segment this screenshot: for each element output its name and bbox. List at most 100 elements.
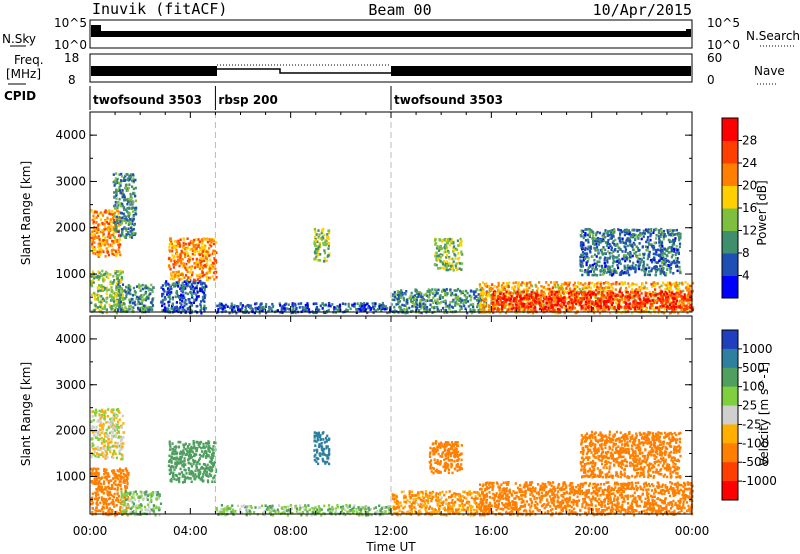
range-cell	[128, 218, 131, 221]
range-cell	[649, 306, 652, 309]
range-cell	[355, 308, 358, 311]
range-cell	[99, 253, 102, 256]
range-cell	[175, 301, 178, 304]
range-cell	[113, 211, 116, 215]
range-cell	[673, 247, 676, 251]
range-cell	[606, 234, 609, 237]
range-cell	[302, 306, 305, 310]
range-cell	[584, 307, 587, 311]
range-cell	[646, 248, 649, 252]
range-cell	[646, 287, 649, 290]
range-cell	[497, 297, 500, 301]
range-cell	[116, 209, 119, 213]
range-cell	[606, 259, 609, 262]
range-cell	[622, 271, 625, 274]
range-cell	[602, 273, 605, 276]
range-cell	[662, 304, 665, 308]
range-cell	[404, 292, 407, 296]
range-cell	[400, 289, 403, 292]
range-cell	[647, 255, 650, 258]
range-cell	[642, 235, 645, 238]
range-cell	[116, 177, 119, 181]
range-cell	[603, 307, 606, 311]
range-cell	[283, 304, 286, 307]
range-cell	[147, 295, 150, 298]
range-cell	[640, 258, 643, 261]
range-cell	[613, 231, 616, 234]
range-cell	[179, 287, 182, 291]
range-cell	[586, 268, 589, 272]
range-cell	[105, 240, 108, 243]
range-cell	[429, 299, 432, 302]
range-cell	[654, 252, 657, 256]
range-cell	[243, 311, 246, 314]
range-cell	[205, 275, 208, 279]
range-cell	[579, 299, 582, 303]
range-cell	[642, 266, 645, 269]
range-cell	[525, 284, 528, 288]
range-cell	[100, 295, 103, 298]
range-cell	[126, 202, 129, 206]
range-cell	[98, 248, 101, 251]
range-cell	[625, 286, 628, 290]
range-cell	[642, 310, 646, 313]
range-cell	[673, 282, 676, 285]
range-cell	[579, 291, 582, 294]
range-cell	[635, 288, 638, 291]
range-cell	[618, 261, 621, 264]
range-cell	[586, 284, 589, 288]
range-cell	[456, 296, 459, 299]
range-cell	[134, 199, 138, 203]
range-cell	[608, 229, 611, 233]
range-cell	[118, 250, 121, 254]
range-cell	[618, 293, 621, 297]
range-cell	[92, 279, 95, 282]
range-cell	[116, 240, 119, 244]
range-cell	[201, 242, 204, 246]
range-cell	[124, 173, 127, 176]
range-cell	[192, 281, 196, 285]
range-cell	[538, 281, 541, 284]
range-cell	[659, 291, 662, 295]
range-cell	[120, 288, 123, 291]
range-cell	[117, 283, 120, 286]
range-cell	[534, 301, 537, 304]
range-cell	[580, 260, 583, 263]
range-cell	[112, 241, 115, 245]
range-cell	[661, 281, 665, 285]
range-cell	[635, 267, 638, 270]
range-cell	[548, 302, 552, 306]
range-cell	[313, 242, 316, 246]
range-cell	[596, 236, 599, 240]
range-cell	[203, 293, 206, 297]
range-cell	[332, 308, 336, 311]
range-cell	[321, 235, 324, 239]
range-cell	[101, 278, 105, 281]
range-cell	[549, 281, 553, 284]
range-cell	[463, 304, 466, 308]
range-cell	[127, 284, 130, 287]
range-cell	[114, 306, 117, 310]
range-cell	[676, 305, 679, 309]
range-cell	[667, 233, 670, 237]
range-cell	[119, 179, 123, 182]
range-cell	[123, 195, 126, 199]
range-cell	[449, 301, 452, 304]
range-cell	[208, 271, 212, 274]
range-cell	[318, 236, 321, 240]
range-cell	[315, 233, 318, 236]
range-cell	[594, 265, 597, 269]
range-cell	[621, 283, 624, 286]
range-cell	[240, 309, 243, 313]
range-cell	[445, 260, 448, 264]
range-cell	[207, 251, 210, 254]
range-cell	[450, 291, 454, 295]
range-cell	[588, 234, 591, 238]
range-cell	[492, 301, 495, 304]
range-cell	[618, 259, 621, 262]
range-cell	[125, 229, 128, 233]
range-cell	[194, 279, 197, 283]
range-cell	[345, 308, 348, 311]
range-cell	[648, 299, 651, 303]
range-cell	[448, 307, 451, 311]
